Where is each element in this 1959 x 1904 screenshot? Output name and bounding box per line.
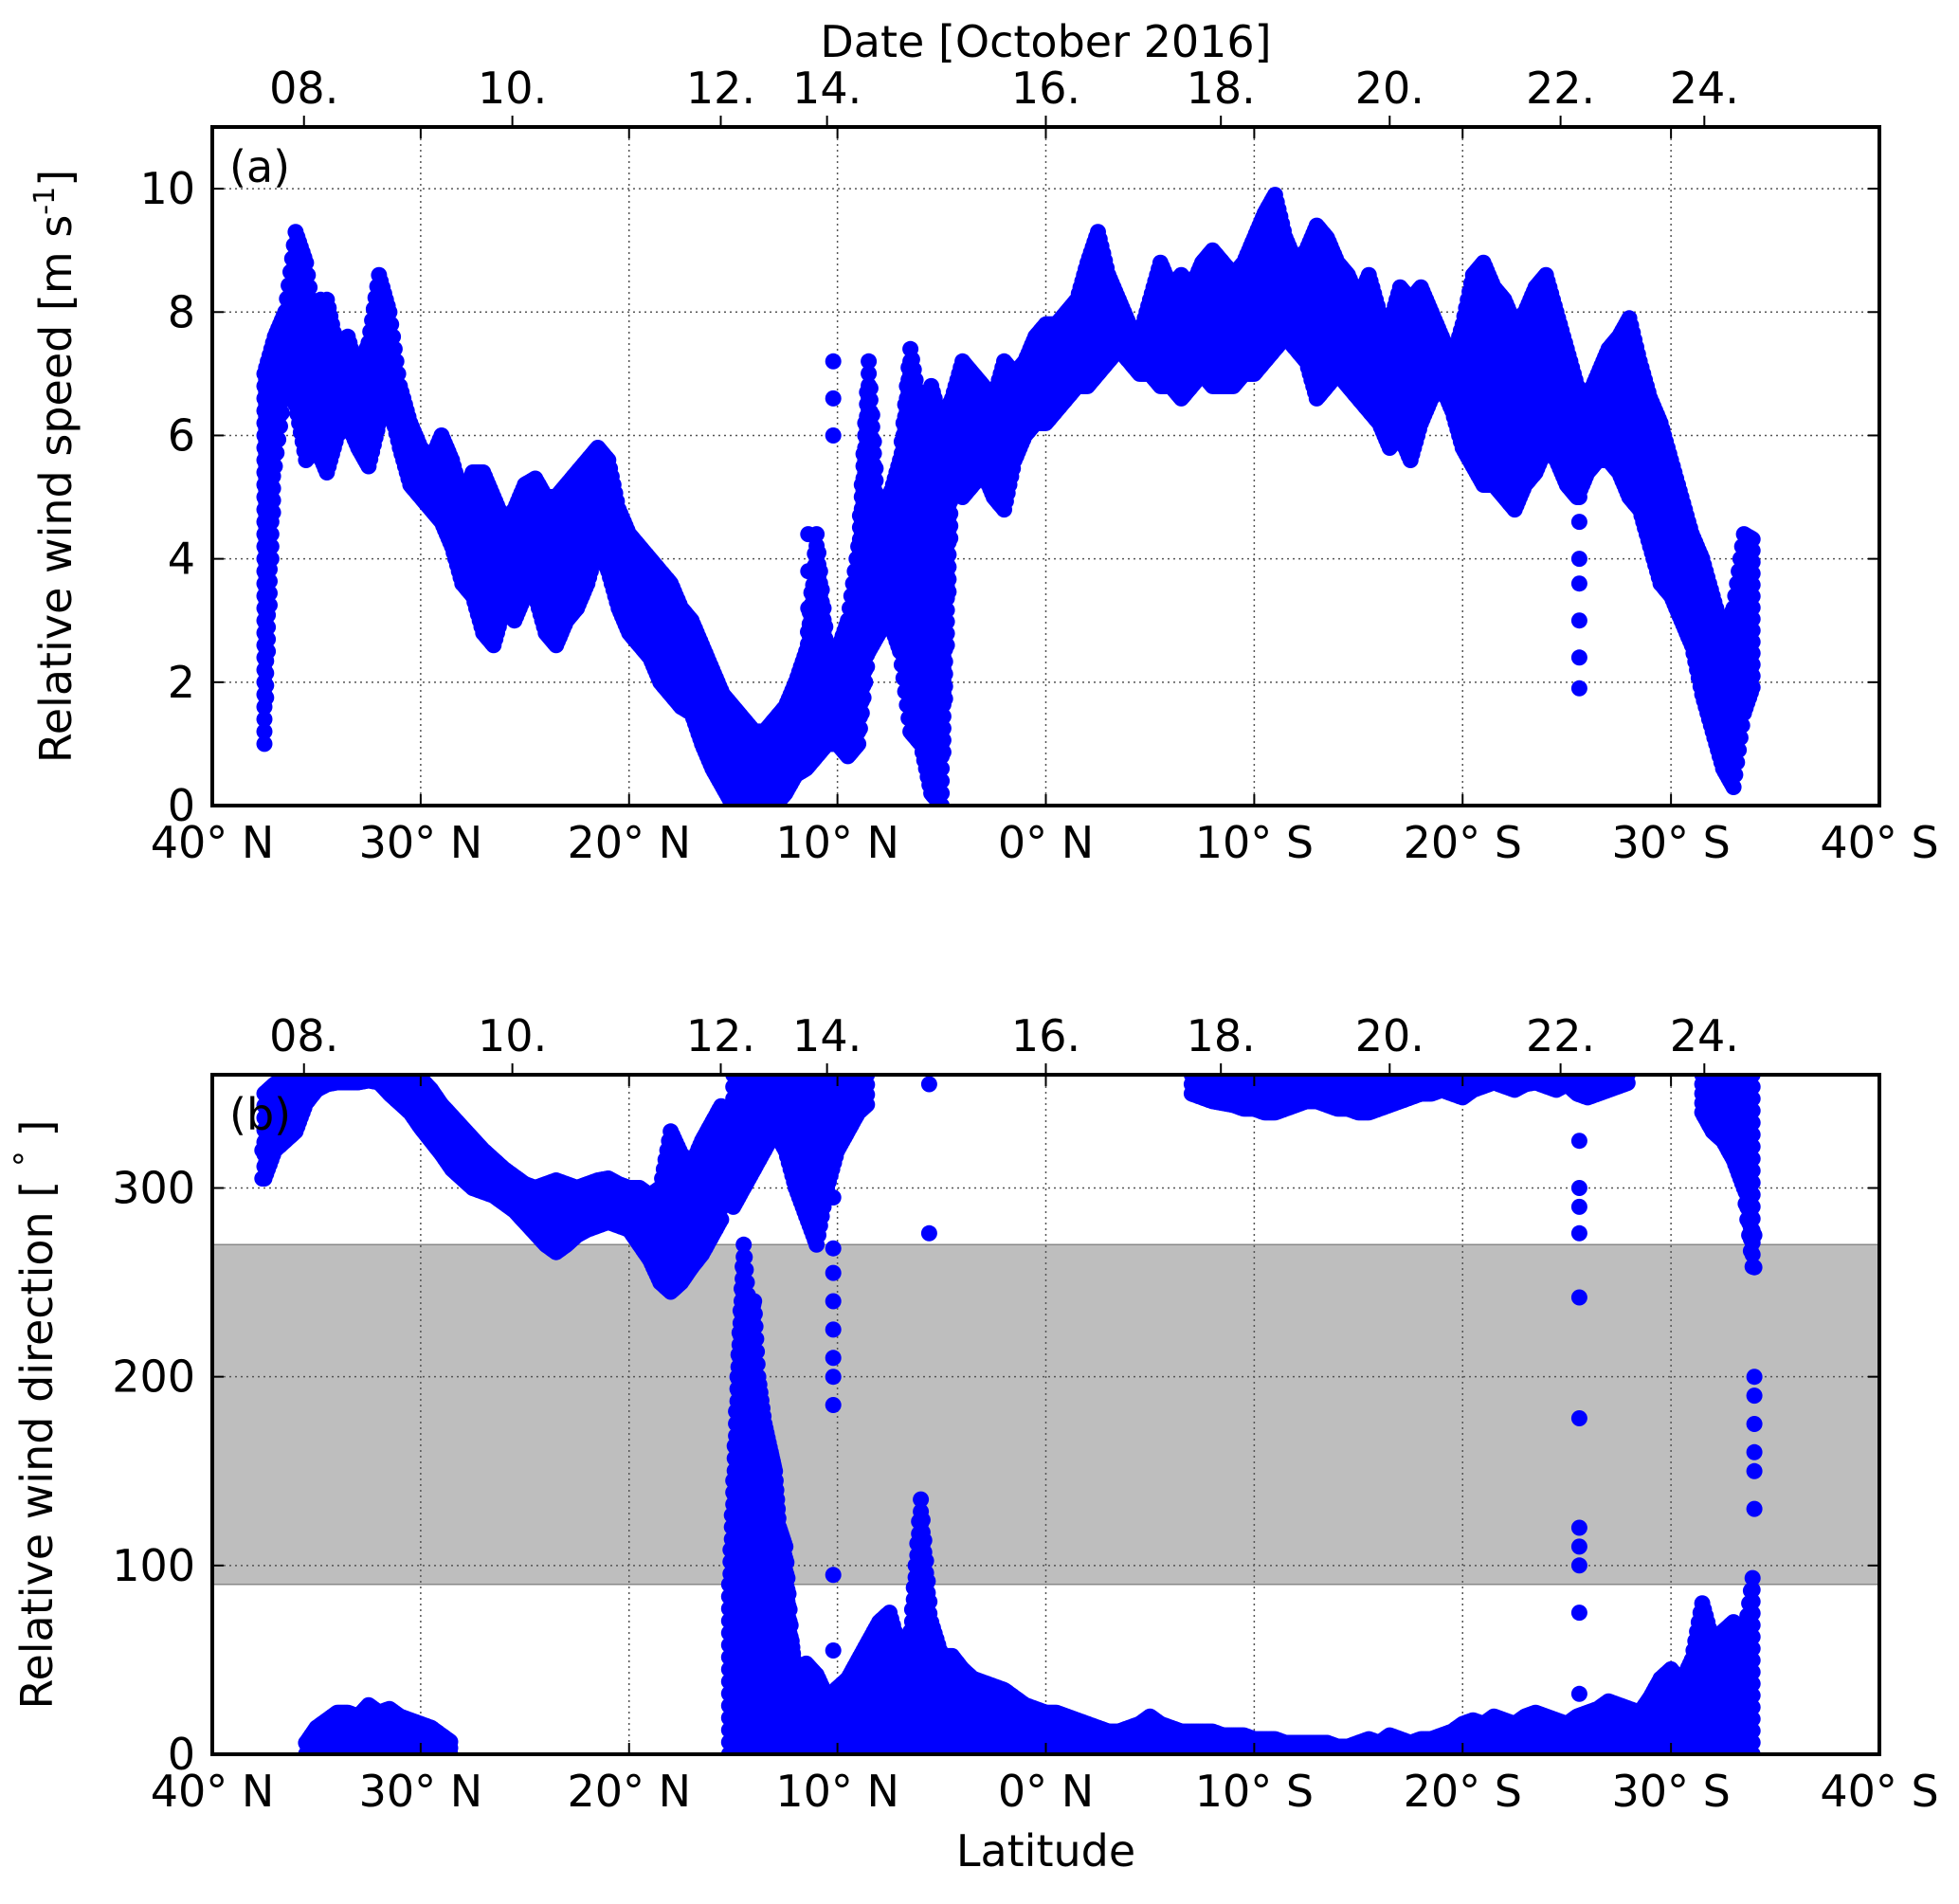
data-point bbox=[299, 266, 317, 283]
data-point bbox=[268, 444, 285, 462]
data-point bbox=[938, 637, 955, 654]
data-point bbox=[256, 711, 273, 728]
data-point bbox=[850, 735, 867, 753]
data-point bbox=[270, 431, 287, 448]
data-point bbox=[264, 504, 281, 521]
data-point bbox=[266, 458, 283, 475]
data-point bbox=[936, 690, 953, 707]
data-point bbox=[853, 704, 870, 721]
data-point bbox=[262, 572, 278, 589]
data-point bbox=[262, 585, 278, 602]
data-point bbox=[859, 659, 876, 675]
data-point bbox=[263, 526, 280, 543]
data-point bbox=[264, 480, 281, 497]
data-point bbox=[256, 735, 273, 753]
data-point bbox=[260, 643, 277, 660]
data-point bbox=[942, 530, 959, 547]
data-point bbox=[263, 538, 280, 555]
data-point bbox=[258, 677, 275, 694]
data-points-a bbox=[256, 187, 1761, 806]
data-point bbox=[272, 418, 288, 435]
data-point bbox=[264, 492, 281, 509]
data-point bbox=[260, 631, 277, 647]
data-point bbox=[258, 689, 275, 706]
data-point bbox=[260, 619, 277, 636]
data-point bbox=[262, 597, 278, 613]
data-point bbox=[263, 551, 280, 568]
data-point bbox=[857, 674, 874, 691]
data-point bbox=[273, 405, 290, 422]
data-point bbox=[934, 744, 952, 761]
data-point bbox=[940, 583, 957, 600]
data-point bbox=[258, 664, 275, 681]
data-point bbox=[301, 279, 318, 296]
data-point bbox=[855, 689, 872, 706]
data-point bbox=[298, 254, 315, 271]
data-point bbox=[851, 720, 868, 737]
data-point bbox=[256, 723, 273, 740]
